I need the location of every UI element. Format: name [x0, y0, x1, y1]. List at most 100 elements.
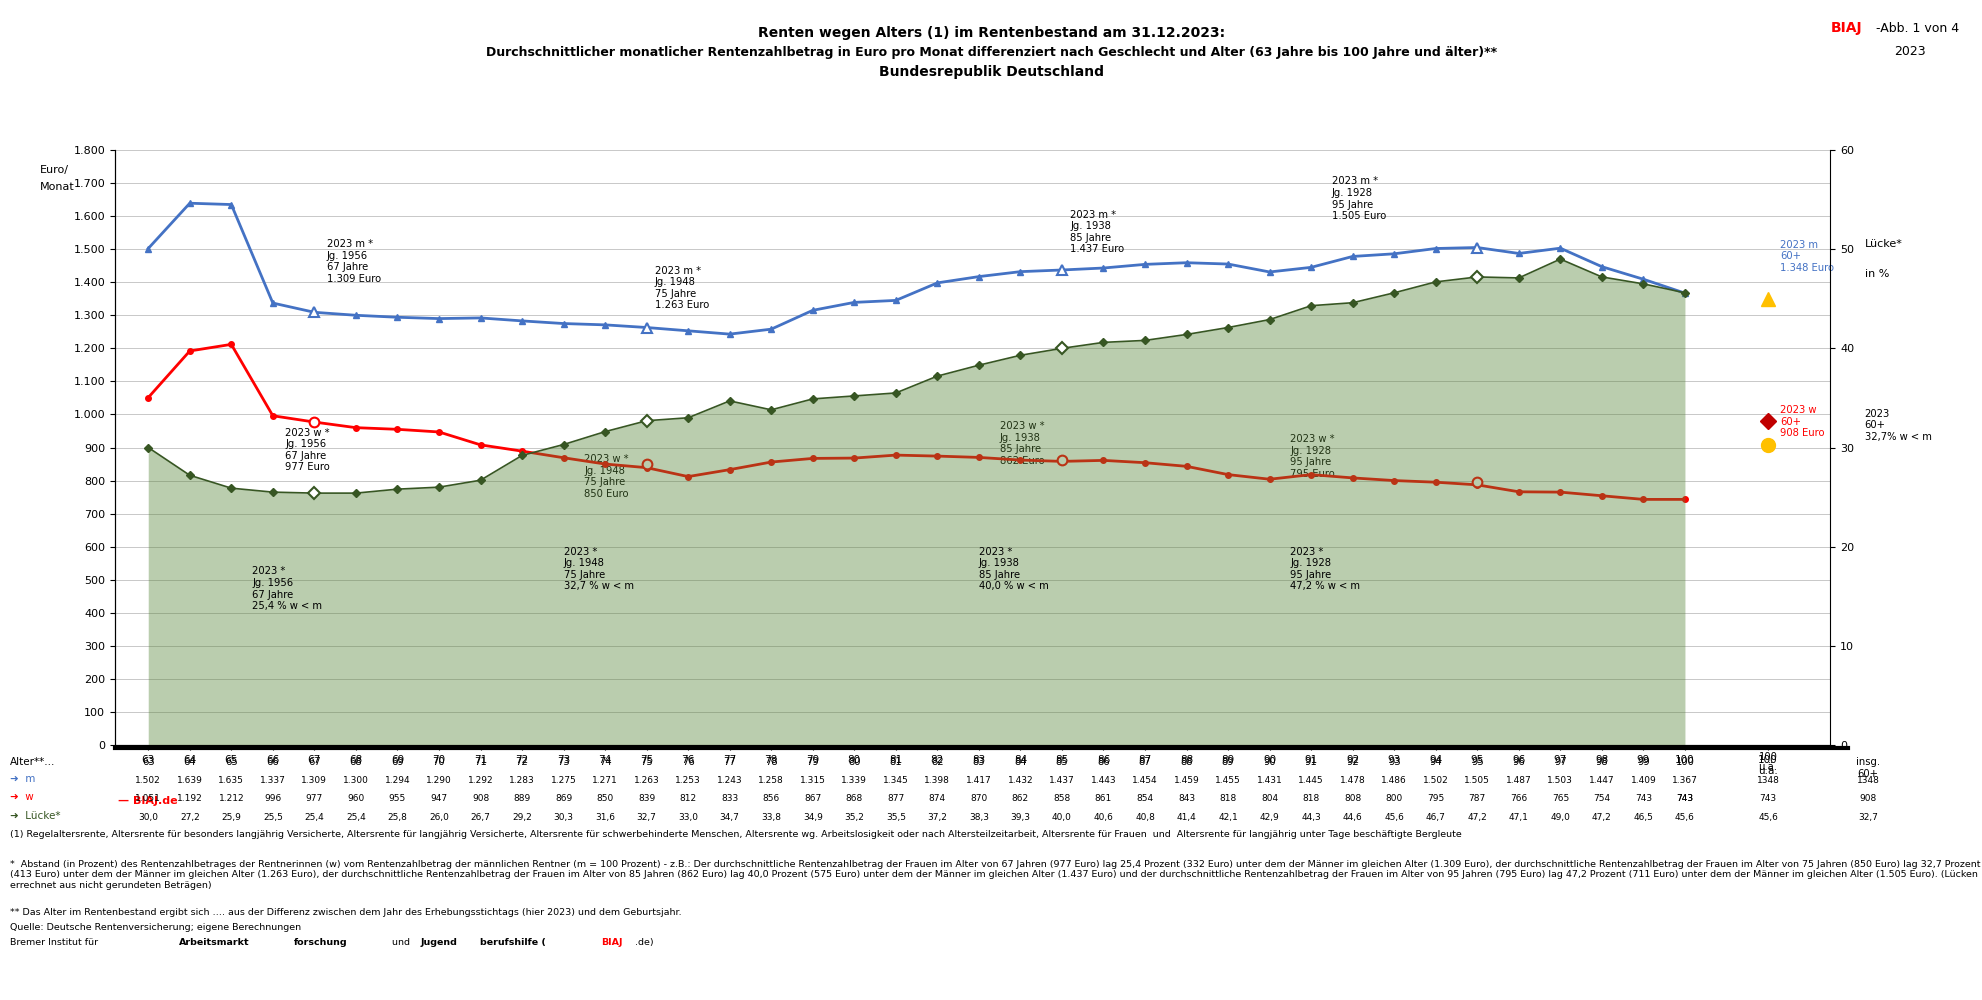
Text: 69: 69: [390, 757, 404, 767]
Text: 870: 870: [969, 794, 987, 803]
Text: 42,9: 42,9: [1259, 813, 1278, 822]
Text: Jugend: Jugend: [420, 938, 458, 947]
Text: 861: 861: [1094, 794, 1112, 803]
Text: 2023 m *
Jg. 1938
85 Jahre
1.437 Euro: 2023 m * Jg. 1938 85 Jahre 1.437 Euro: [1070, 210, 1124, 254]
Text: 67: 67: [307, 757, 321, 767]
Text: BIAJ: BIAJ: [1829, 21, 1861, 35]
Text: 1.503: 1.503: [1546, 776, 1572, 785]
Text: 63: 63: [143, 757, 155, 767]
Text: 1.253: 1.253: [676, 776, 702, 785]
Text: 2023 m *
Jg. 1928
95 Jahre
1.505 Euro: 2023 m * Jg. 1928 95 Jahre 1.505 Euro: [1332, 176, 1385, 221]
Text: 2023 m
60+
1.348 Euro: 2023 m 60+ 1.348 Euro: [1780, 240, 1833, 273]
Text: — BIAJ.de: — BIAJ.de: [119, 796, 178, 806]
Text: 839: 839: [638, 794, 654, 803]
Text: 45,6: 45,6: [1758, 813, 1778, 822]
Text: 955: 955: [388, 794, 406, 803]
Text: 908: 908: [1859, 794, 1875, 803]
Text: 37,2: 37,2: [928, 813, 947, 822]
Text: BIAJ: BIAJ: [601, 938, 622, 947]
Text: 1.487: 1.487: [1504, 776, 1530, 785]
Text: 29,2: 29,2: [511, 813, 531, 822]
Text: 1.635: 1.635: [218, 776, 244, 785]
Text: forschung: forschung: [293, 938, 347, 947]
Text: 2023 m *
Jg. 1956
67 Jahre
1.309 Euro: 2023 m * Jg. 1956 67 Jahre 1.309 Euro: [327, 239, 381, 284]
Text: 79: 79: [807, 757, 819, 767]
Text: Alter**...: Alter**...: [10, 757, 55, 767]
Text: 1.263: 1.263: [634, 776, 660, 785]
Text: 40,0: 40,0: [1052, 813, 1072, 822]
Text: 818: 818: [1302, 794, 1320, 803]
Text: 874: 874: [928, 794, 945, 803]
Text: 868: 868: [844, 794, 862, 803]
Text: 91: 91: [1304, 757, 1316, 767]
Text: 1.339: 1.339: [840, 776, 866, 785]
Text: 2023 w *
Jg. 1938
85 Jahre
862 Euro: 2023 w * Jg. 1938 85 Jahre 862 Euro: [999, 421, 1045, 466]
Text: 1.478: 1.478: [1340, 776, 1366, 785]
Text: 33,8: 33,8: [761, 813, 781, 822]
Text: 81: 81: [890, 757, 902, 767]
Text: 70: 70: [432, 757, 446, 767]
Text: 889: 889: [513, 794, 531, 803]
Text: 1.639: 1.639: [176, 776, 202, 785]
Text: 1.271: 1.271: [593, 776, 618, 785]
Text: 2023 *
Jg. 1928
95 Jahre
47,2 % w < m: 2023 * Jg. 1928 95 Jahre 47,2 % w < m: [1290, 547, 1360, 591]
Text: 26,0: 26,0: [428, 813, 448, 822]
Text: 1.443: 1.443: [1090, 776, 1116, 785]
Text: 1.459: 1.459: [1173, 776, 1199, 785]
Text: 42,1: 42,1: [1217, 813, 1237, 822]
Text: 1.432: 1.432: [1007, 776, 1033, 785]
Text: 32,7: 32,7: [636, 813, 656, 822]
Text: 812: 812: [680, 794, 696, 803]
Text: berufshilfe (: berufshilfe (: [480, 938, 545, 947]
Text: 38,3: 38,3: [969, 813, 989, 822]
Text: .de): .de): [634, 938, 652, 947]
Text: 743: 743: [1633, 794, 1651, 803]
Text: 1.051: 1.051: [135, 794, 161, 803]
Text: 2023 w *
Jg. 1956
67 Jahre
977 Euro: 2023 w * Jg. 1956 67 Jahre 977 Euro: [285, 428, 329, 472]
Text: 843: 843: [1177, 794, 1195, 803]
Text: 100: 100: [1758, 752, 1776, 762]
Text: 89: 89: [1221, 757, 1233, 767]
Text: 2023
60+
32,7% w < m: 2023 60+ 32,7% w < m: [1863, 409, 1930, 442]
Text: 858: 858: [1052, 794, 1070, 803]
Text: 908: 908: [472, 794, 490, 803]
Text: 1.337: 1.337: [260, 776, 285, 785]
Text: 2023 *
Jg. 1948
75 Jahre
32,7 % w < m: 2023 * Jg. 1948 75 Jahre 32,7 % w < m: [563, 547, 632, 591]
Text: 45,6: 45,6: [1675, 813, 1695, 822]
Text: insg.
60+: insg. 60+: [1855, 757, 1879, 779]
Text: 1.445: 1.445: [1298, 776, 1324, 785]
Text: 850: 850: [597, 794, 612, 803]
Text: 92: 92: [1346, 757, 1358, 767]
Text: 862: 862: [1011, 794, 1029, 803]
Text: 2023 *
Jg. 1938
85 Jahre
40,0 % w < m: 2023 * Jg. 1938 85 Jahre 40,0 % w < m: [979, 547, 1048, 591]
Text: 2023 w *
Jg. 1928
95 Jahre
795 Euro: 2023 w * Jg. 1928 95 Jahre 795 Euro: [1290, 434, 1334, 479]
Text: 86: 86: [1096, 757, 1110, 767]
Text: 743: 743: [1758, 794, 1776, 803]
Text: 1.502: 1.502: [1423, 776, 1449, 785]
Text: 26,7: 26,7: [470, 813, 490, 822]
Text: -Abb. 1 von 4: -Abb. 1 von 4: [1875, 22, 1958, 35]
Text: 30,0: 30,0: [139, 813, 159, 822]
Text: 68: 68: [349, 757, 363, 767]
Text: 41,4: 41,4: [1175, 813, 1195, 822]
Text: 76: 76: [682, 757, 694, 767]
Text: 1.192: 1.192: [176, 794, 202, 803]
Text: 856: 856: [763, 794, 779, 803]
Text: 65: 65: [224, 757, 238, 767]
Text: 766: 766: [1510, 794, 1526, 803]
Text: 97: 97: [1554, 757, 1566, 767]
Text: 1.283: 1.283: [509, 776, 535, 785]
Text: 95: 95: [1471, 757, 1483, 767]
Text: 83: 83: [971, 757, 985, 767]
Text: 1.431: 1.431: [1257, 776, 1282, 785]
Text: 795: 795: [1427, 794, 1443, 803]
Text: Monat: Monat: [40, 182, 75, 192]
Text: 1.258: 1.258: [757, 776, 783, 785]
Text: 743: 743: [1675, 794, 1693, 803]
Text: 743: 743: [1675, 794, 1693, 803]
Text: 66: 66: [266, 757, 279, 767]
Text: 47,2: 47,2: [1592, 813, 1611, 822]
Text: 72: 72: [515, 757, 527, 767]
Text: (1) Regelaltersrente, Altersrente für besonders langjährig Versicherte, Altersre: (1) Regelaltersrente, Altersrente für be…: [10, 830, 1461, 839]
Text: 84: 84: [1013, 757, 1027, 767]
